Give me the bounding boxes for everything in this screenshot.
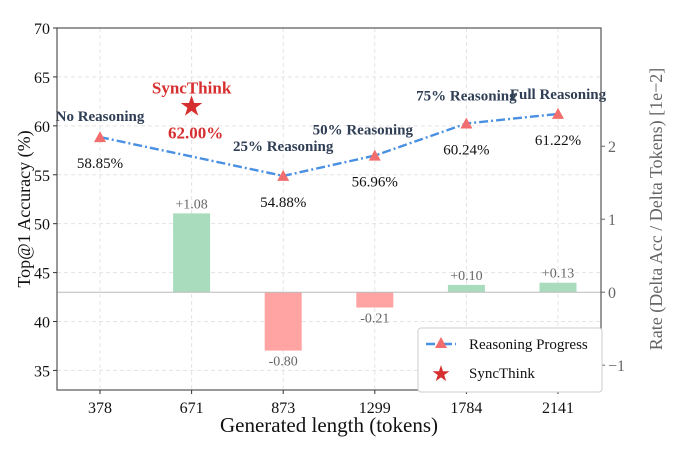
labels: 58.85% No Reasoning 54.88% 25% Reasoning 56.… — [56, 78, 607, 211]
bar — [447, 284, 485, 293]
syncthink-value-label: 62.00% — [168, 123, 223, 142]
point-value-label: 54.88% — [260, 195, 306, 211]
axes: 35 40 45 50 55 60 65 70 −1 0 1 2 378 671 873 1299 1784 21… — [34, 21, 625, 417]
y-left-tick-label: 65 — [34, 70, 50, 87]
y-left-tick-label: 55 — [34, 168, 50, 185]
y-right-tick-label: −1 — [608, 358, 625, 375]
star-marker: ★ — [179, 91, 204, 122]
triangle-marker — [277, 169, 290, 181]
bar-value-label: +0.10 — [450, 269, 482, 284]
y-axis-left-label: Top@1 Accuracy (%) — [14, 130, 35, 287]
point-value-label: 60.24% — [443, 142, 489, 158]
line-path — [99, 112, 559, 178]
y-left-tick-label: 60 — [34, 119, 50, 136]
bar-value-label: +0.13 — [542, 267, 574, 282]
bar-value-label: +1.08 — [175, 197, 207, 212]
point-value-label: 61.22% — [535, 133, 581, 149]
bars: +1.08 -0.80 -0.21 +0.10 +0.13 — [173, 197, 577, 370]
x-axis-label: Generated length (tokens) — [220, 413, 438, 437]
legend-triangle-icon — [435, 337, 447, 348]
x-tick-label: 1784 — [450, 400, 482, 417]
y-right-tick-label: 0 — [608, 285, 616, 302]
point-name-label: 50% Reasoning — [313, 123, 414, 139]
legend: Reasoning Progress ★ SyncThink — [417, 327, 603, 393]
y-left-tick-label: 35 — [34, 363, 50, 380]
y-left-tick-label: 45 — [34, 266, 50, 283]
line-series: ★ — [94, 91, 564, 181]
bar — [539, 282, 577, 293]
bar-value-label: -0.80 — [269, 355, 298, 370]
legend-star-icon: ★ — [431, 361, 451, 386]
y-right-tick-label: 1 — [608, 212, 616, 229]
bar — [173, 213, 211, 293]
legend-box — [417, 327, 603, 393]
syncthink-label: SyncThink — [152, 78, 232, 97]
point-value-label: 56.96% — [352, 175, 398, 191]
triangle-marker — [94, 131, 106, 143]
x-tick-label: 873 — [271, 400, 295, 417]
x-tick-label: 378 — [88, 400, 112, 417]
point-name-label: No Reasoning — [56, 109, 145, 125]
x-tick-label: 671 — [180, 400, 204, 417]
bar — [356, 292, 394, 308]
point-value-label: 58.85% — [77, 156, 123, 172]
bar — [264, 292, 302, 351]
legend-entry-syncthink: SyncThink — [469, 366, 535, 382]
point-name-label: 75% Reasoning — [416, 88, 517, 104]
legend-entry-reasoning-progress: Reasoning Progress — [469, 337, 588, 353]
bar-value-label: -0.21 — [360, 312, 389, 327]
y-left-tick-label: 70 — [34, 21, 50, 38]
x-tick-label: 2141 — [542, 400, 574, 417]
x-tick-label: 1299 — [359, 400, 391, 417]
point-name-label: Full Reasoning — [510, 87, 607, 103]
triangle-marker — [460, 117, 473, 129]
y-left-tick-label: 40 — [34, 315, 50, 332]
plot-frame — [56, 27, 602, 391]
triangle-marker — [368, 149, 381, 161]
y-axis-right-label: Rate (Delta Acc / Delta Tokens) [1e−2] — [646, 68, 667, 350]
triangle-marker — [552, 107, 564, 119]
y-left-tick-label: 50 — [34, 217, 50, 234]
y-right-tick-label: 2 — [608, 139, 616, 156]
point-name-label: 25% Reasoning — [233, 139, 334, 155]
